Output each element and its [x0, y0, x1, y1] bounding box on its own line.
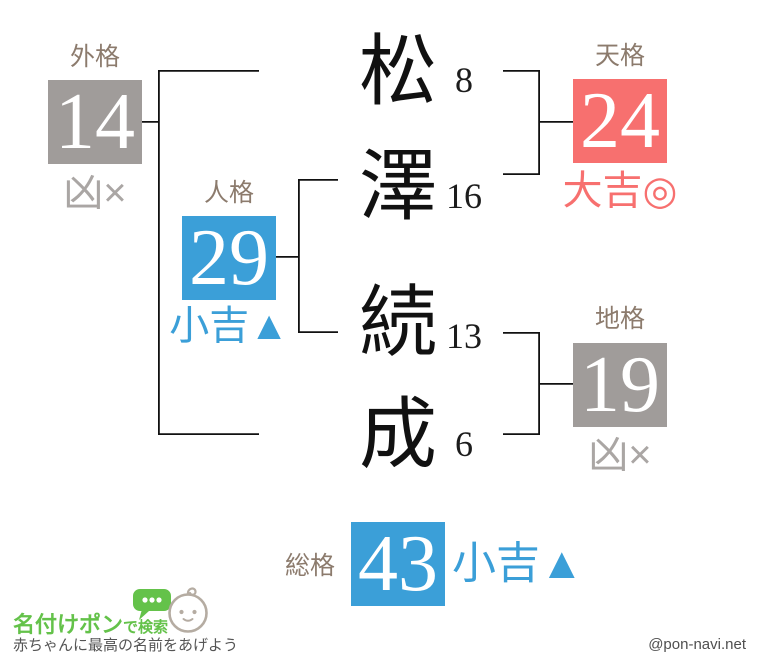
stroke-count: 6 — [455, 424, 473, 464]
outer-bracket-line — [142, 70, 259, 435]
site-credit: @pon-navi.net — [648, 636, 746, 653]
name-character: 成 — [358, 391, 437, 478]
logo-search-suffix: で検索 — [123, 619, 169, 636]
name-character: 松 — [358, 28, 437, 115]
kaku-person-luck: 小吉▲ — [169, 304, 289, 348]
site-logo: 名付けポン で検索 — [13, 607, 168, 639]
kaku-earth-luck: 凶× — [588, 433, 652, 477]
stroke-count: 16 — [446, 176, 482, 216]
speech-bubble-icon — [133, 589, 171, 620]
kaku-outer-value-box: 14 — [48, 80, 142, 164]
kaku-heaven-label: 天格 — [594, 42, 645, 70]
kaku-person-value-box: 29 — [182, 216, 276, 300]
logo-text: 名付けポン — [13, 612, 124, 637]
name-character: 続 — [358, 279, 437, 366]
kaku-earth-value-box: 19 — [573, 343, 667, 427]
kaku-person-value: 29 — [189, 214, 269, 302]
person-bracket-line — [276, 179, 338, 333]
kaku-total-luck: 小吉▲ — [452, 539, 584, 588]
kaku-outer-value: 14 — [55, 78, 135, 166]
baby-face-icon — [168, 587, 208, 633]
kaku-outer-luck: 凶× — [63, 171, 127, 215]
kaku-earth-label: 地格 — [594, 305, 645, 333]
kaku-total-value: 43 — [358, 520, 438, 608]
kaku-earth-value: 19 — [580, 341, 660, 429]
kaku-outer-label: 外格 — [69, 43, 120, 71]
stroke-count: 13 — [446, 316, 482, 356]
tagline: 赤ちゃんに最高の名前をあげよう — [13, 637, 239, 654]
kaku-person-label: 人格 — [203, 179, 254, 207]
kaku-total-label: 総格 — [284, 552, 335, 580]
stroke-count: 8 — [455, 60, 473, 100]
name-character: 澤 — [358, 143, 437, 230]
kaku-total-value-box: 43 — [351, 522, 445, 606]
earth-bracket-line — [503, 332, 573, 435]
kaku-heaven-value-box: 24 — [573, 79, 667, 163]
kaku-heaven-luck: 大吉◎ — [562, 169, 678, 213]
kaku-heaven-value: 24 — [580, 77, 660, 165]
heaven-bracket-line — [503, 70, 573, 175]
